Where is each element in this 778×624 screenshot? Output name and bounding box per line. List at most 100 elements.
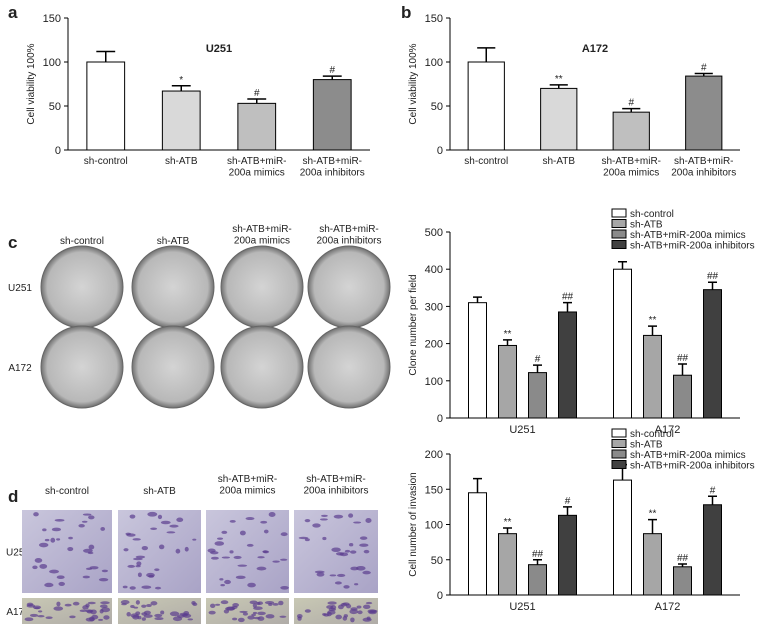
error-bar bbox=[678, 563, 687, 567]
bar bbox=[528, 564, 547, 596]
bar bbox=[468, 302, 487, 419]
cell-stain bbox=[99, 609, 104, 614]
legend-label: sh-control bbox=[630, 209, 674, 220]
cell-stain bbox=[214, 541, 225, 546]
cell-stain bbox=[322, 536, 327, 541]
cell-stain bbox=[42, 528, 47, 532]
cell-stain bbox=[130, 613, 139, 618]
x-tick-label: sh-control bbox=[464, 156, 508, 167]
cell-stain bbox=[304, 538, 310, 542]
cell-stain bbox=[32, 565, 38, 570]
cell-stain bbox=[356, 605, 362, 609]
cell-stain bbox=[366, 616, 371, 621]
cell-stain bbox=[333, 514, 344, 519]
legend-label: sh-ATB+miR-200a mimics bbox=[630, 450, 746, 461]
x-tick-label: sh-ATB+miR-200a inhibitors bbox=[300, 156, 365, 179]
cell-stain bbox=[100, 601, 110, 605]
significance-label: # bbox=[701, 62, 707, 73]
cell-stain bbox=[187, 618, 193, 621]
cell-stain bbox=[327, 601, 337, 605]
bar bbox=[467, 61, 505, 151]
x-tick-label: A172 bbox=[655, 424, 681, 436]
cell-stain bbox=[103, 615, 110, 620]
bar bbox=[558, 514, 577, 596]
y-tick-label: 0 bbox=[55, 145, 61, 157]
cell-stain bbox=[359, 543, 369, 547]
cell-stain bbox=[342, 616, 348, 621]
invasion-photo bbox=[22, 598, 112, 624]
x-tick-label: A172 bbox=[655, 601, 681, 613]
cell-stain bbox=[175, 548, 181, 554]
bar bbox=[237, 102, 277, 151]
cell-stain bbox=[268, 512, 276, 518]
bar bbox=[86, 61, 126, 151]
colony-dish bbox=[40, 325, 124, 409]
significance-label: # bbox=[565, 496, 571, 507]
cell-stain bbox=[38, 542, 49, 548]
cell-stain bbox=[272, 560, 280, 563]
cell-stain bbox=[279, 615, 287, 618]
cell-stain bbox=[226, 606, 235, 611]
cell-stain bbox=[88, 544, 95, 550]
cell-stain bbox=[141, 617, 146, 621]
column-label: sh-ATB bbox=[143, 486, 176, 497]
bar bbox=[685, 75, 723, 151]
cell-stain bbox=[328, 607, 336, 612]
cell-stain bbox=[160, 610, 165, 615]
cell-stain bbox=[143, 610, 151, 615]
legend-label: sh-ATB+miR-200a inhibitors bbox=[630, 241, 755, 252]
cell-stain bbox=[157, 514, 163, 520]
significance-label: ## bbox=[707, 271, 719, 282]
cell-stain bbox=[314, 570, 325, 574]
cell-stain bbox=[348, 542, 354, 547]
colony-dish bbox=[131, 245, 215, 329]
cell-stain bbox=[357, 610, 363, 615]
error-bar bbox=[247, 98, 267, 104]
cell-stain bbox=[67, 547, 74, 552]
cell-stain bbox=[367, 609, 377, 614]
cell-stain bbox=[215, 603, 221, 606]
cell-stain bbox=[239, 530, 246, 536]
cell-stain bbox=[221, 530, 228, 534]
legend-label: sh-ATB+miR-200a mimics bbox=[630, 230, 746, 241]
cell-stain bbox=[120, 599, 130, 605]
cell-stain bbox=[280, 586, 289, 590]
cell-stain bbox=[158, 544, 165, 550]
bar bbox=[613, 479, 632, 596]
legend-swatch bbox=[611, 449, 627, 459]
legend-label: sh-control bbox=[630, 429, 674, 440]
cell-stain bbox=[34, 558, 43, 563]
column-label: sh-ATB+miR-200a inhibitors bbox=[303, 474, 368, 497]
cell-stain bbox=[249, 600, 258, 605]
y-tick-label: 200 bbox=[425, 339, 443, 351]
cell-stain bbox=[331, 547, 341, 552]
cell-stain bbox=[260, 520, 268, 524]
invasion-photo bbox=[22, 510, 112, 593]
cell-stain bbox=[87, 601, 96, 605]
y-tick-label: 300 bbox=[425, 301, 443, 313]
x-tick-label: sh-ATB+miR-200a inhibitors bbox=[671, 156, 736, 179]
cell-stain bbox=[90, 609, 97, 615]
error-bar bbox=[678, 363, 687, 376]
row-label: A172 bbox=[6, 607, 30, 618]
cell-stain bbox=[191, 600, 196, 605]
error-bar bbox=[708, 281, 717, 290]
cell-stain bbox=[160, 520, 171, 525]
cell-stain bbox=[237, 564, 248, 567]
cell-stain bbox=[129, 586, 136, 590]
bar bbox=[498, 344, 517, 419]
legend-swatch bbox=[611, 229, 627, 239]
error-bar bbox=[694, 72, 713, 77]
cell-stain bbox=[44, 538, 50, 542]
cell-stain bbox=[257, 556, 265, 559]
error-bar bbox=[96, 50, 116, 62]
error-bar bbox=[533, 559, 542, 565]
bar bbox=[312, 79, 352, 151]
cell-stain bbox=[304, 609, 311, 613]
bar bbox=[528, 372, 547, 419]
cell-stain bbox=[280, 532, 288, 537]
cell-stain bbox=[29, 613, 39, 617]
cell-stain bbox=[166, 531, 176, 534]
cell-stain bbox=[26, 602, 34, 607]
cell-stain bbox=[297, 616, 302, 621]
